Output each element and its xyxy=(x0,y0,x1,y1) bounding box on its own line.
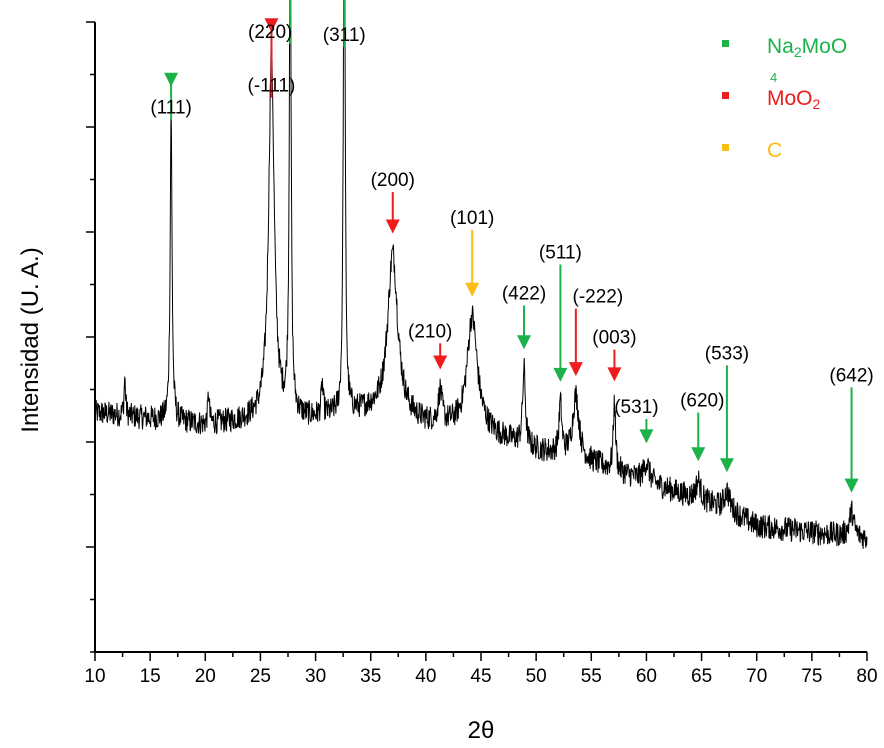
x-tick-label: 60 xyxy=(636,666,657,687)
peak-annotation: (220) xyxy=(248,0,292,45)
peak-annotations: (111) (-111) (220) (311) (200) (210) (101) (422… xyxy=(150,0,874,493)
legend-marker xyxy=(722,92,729,99)
annotation-arrow-head xyxy=(719,458,734,473)
legend-item: C xyxy=(722,139,782,162)
peak-annotation: (-111) xyxy=(248,18,296,98)
x-tick-label: 65 xyxy=(691,666,712,687)
y-axis-title: Intensidad (U. A.) xyxy=(17,247,44,432)
x-tick-label: 70 xyxy=(746,666,767,687)
peak-annotation: (210) xyxy=(408,321,452,370)
peak-annotation: (003) xyxy=(592,328,637,382)
annotation-arrow-head xyxy=(844,478,859,493)
x-tick-label: 80 xyxy=(856,666,877,687)
annotation-label: (003) xyxy=(592,328,636,349)
legend-item: MoO2 xyxy=(722,87,821,112)
axes: 10 15 20 25 30 35 40 45 50 55 60 65 70 75 80 xyxy=(84,21,878,687)
annotation-label: (620) xyxy=(680,391,724,412)
x-tick-label: 35 xyxy=(360,666,381,687)
annotation-label: (422) xyxy=(502,284,546,305)
x-tick-label: 10 xyxy=(84,666,105,687)
annotation-label: (111) xyxy=(150,98,192,119)
x-tick-label: 20 xyxy=(195,666,216,687)
annotation-arrow-head xyxy=(553,367,568,382)
peak-annotation: (-222) xyxy=(568,287,624,377)
legend-marker xyxy=(722,40,729,47)
annotation-label: (533) xyxy=(705,343,749,364)
annotation-arrow-head xyxy=(639,429,654,444)
x-tick-label: 25 xyxy=(250,666,271,687)
x-tick-label: 40 xyxy=(415,666,436,687)
peak-annotation: (200) xyxy=(371,170,415,234)
x-tick-label: 50 xyxy=(526,666,547,687)
annotation-label: (101) xyxy=(450,208,494,229)
x-tick-label: 55 xyxy=(581,666,602,687)
peak-annotation: (422) xyxy=(502,284,546,350)
x-tick-label: 30 xyxy=(305,666,326,687)
annotation-label: (642) xyxy=(829,365,873,386)
legend-label: Na2MoO xyxy=(767,35,847,60)
x-axis-title: 2θ xyxy=(468,717,495,744)
x-tick-label: 75 xyxy=(801,666,822,687)
xrd-trace xyxy=(94,0,868,549)
annotation-arrow-head xyxy=(385,219,400,234)
annotation-label: (511) xyxy=(539,243,582,264)
peak-annotation: (511) xyxy=(539,243,582,382)
peak-annotation: (311) xyxy=(323,0,366,48)
legend-label: MoO2 xyxy=(767,87,821,112)
annotation-arrow-head xyxy=(517,335,532,350)
peak-annotation: (642) xyxy=(829,365,874,493)
annotation-arrow-head xyxy=(691,447,706,462)
annotation-label: (531) xyxy=(614,397,658,418)
annotation-label: (-222) xyxy=(573,287,624,308)
peak-annotation: (111) xyxy=(150,72,192,120)
annotation-arrow-head xyxy=(264,18,279,33)
annotation-arrow-head xyxy=(607,367,622,382)
annotation-label: (200) xyxy=(371,170,415,191)
annotation-arrow-head xyxy=(164,72,179,87)
legend-label: C xyxy=(767,139,782,162)
x-tick-label: 15 xyxy=(140,666,161,687)
peak-annotation: (620) xyxy=(680,391,724,462)
annotation-arrow-head xyxy=(465,282,480,297)
x-ticks: 10 15 20 25 30 35 40 45 50 55 60 65 70 75 80 xyxy=(84,652,878,687)
annotation-label: (210) xyxy=(408,321,452,342)
peak-annotation: (533) xyxy=(705,343,749,473)
x-tick-label: 45 xyxy=(470,666,491,687)
legend-item: Na2MoO 4 xyxy=(722,35,847,85)
peak-annotation: (531) xyxy=(614,397,659,444)
peak-annotation: (101) xyxy=(450,208,494,297)
y-ticks xyxy=(86,21,95,653)
annotation-arrow-head xyxy=(568,362,583,377)
annotation-arrow-head xyxy=(433,355,448,370)
annotation-label: (220) xyxy=(248,22,292,43)
legend-label-subscript: 4 xyxy=(770,70,777,85)
legend-marker xyxy=(722,144,729,151)
annotation-label: (-111) xyxy=(248,76,296,97)
legend: Na2MoO 4 MoO2 C xyxy=(722,35,847,162)
annotation-label: (311) xyxy=(323,25,366,46)
